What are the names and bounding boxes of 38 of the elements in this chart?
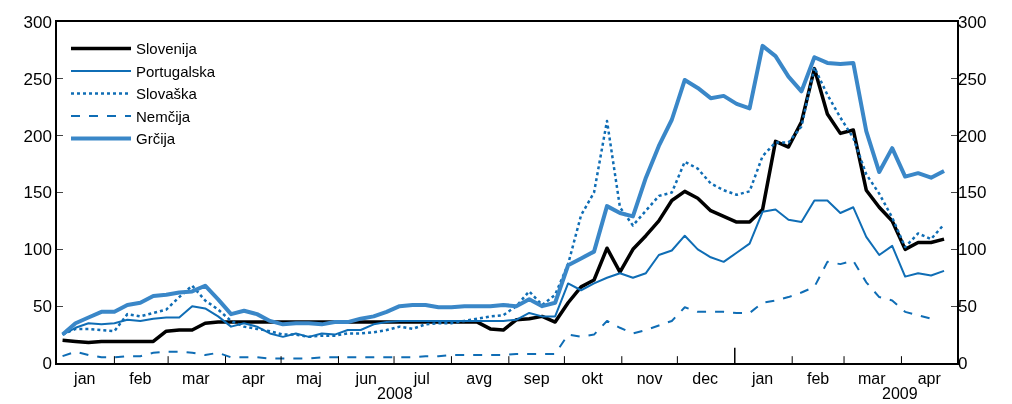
x-tick-label: feb xyxy=(806,369,830,387)
legend-label: Slovenija xyxy=(136,40,198,58)
x-tick-label: dec xyxy=(692,369,719,387)
text: 2008 xyxy=(377,385,413,402)
text: 2009 xyxy=(882,385,918,402)
y-tick-label: 50 xyxy=(32,297,52,317)
y-tick-label: 200 xyxy=(23,126,52,146)
legend-label: Grčija xyxy=(136,130,176,148)
x-tick-label: jun xyxy=(354,369,377,387)
x-tick-label: mar xyxy=(858,369,887,387)
y2-tick-label: 300 xyxy=(958,12,987,32)
x-tick-label: nov xyxy=(636,369,663,387)
y-tick-label: 300 xyxy=(23,12,52,32)
line-series xyxy=(61,259,933,360)
x-tick-label: okt xyxy=(581,369,604,387)
x-tick-label: feb xyxy=(129,369,152,387)
x-tick-label: sep xyxy=(523,369,550,387)
y2-tick-label: 0 xyxy=(958,353,968,373)
y2-tick-label: 250 xyxy=(958,69,987,89)
x-tick-label: avg xyxy=(466,369,493,387)
x-tick-label: jan xyxy=(750,369,774,387)
legend-label: Nemčija xyxy=(136,107,191,125)
y-tick-label: 150 xyxy=(23,183,52,203)
x-tick-label: jan xyxy=(73,369,96,387)
x-tick-label: maj xyxy=(295,369,322,387)
x-tick-label: apr xyxy=(917,369,942,387)
y2-tick-label: 100 xyxy=(958,240,987,260)
x-tick-label: jul xyxy=(412,369,430,387)
y2-tick-label: 200 xyxy=(958,126,987,146)
x-tick-label: apr xyxy=(241,369,266,387)
y-tick-label: 0 xyxy=(42,353,52,373)
legend-label: Portugalska xyxy=(136,62,216,80)
y2-tick-label: 150 xyxy=(958,183,987,203)
y-tick-label: 250 xyxy=(23,69,52,89)
y-tick-label: 100 xyxy=(23,240,52,260)
legend-label: Slovaška xyxy=(136,85,198,103)
x-tick-label: mar xyxy=(182,369,211,387)
y2-tick-label: 50 xyxy=(958,297,977,317)
